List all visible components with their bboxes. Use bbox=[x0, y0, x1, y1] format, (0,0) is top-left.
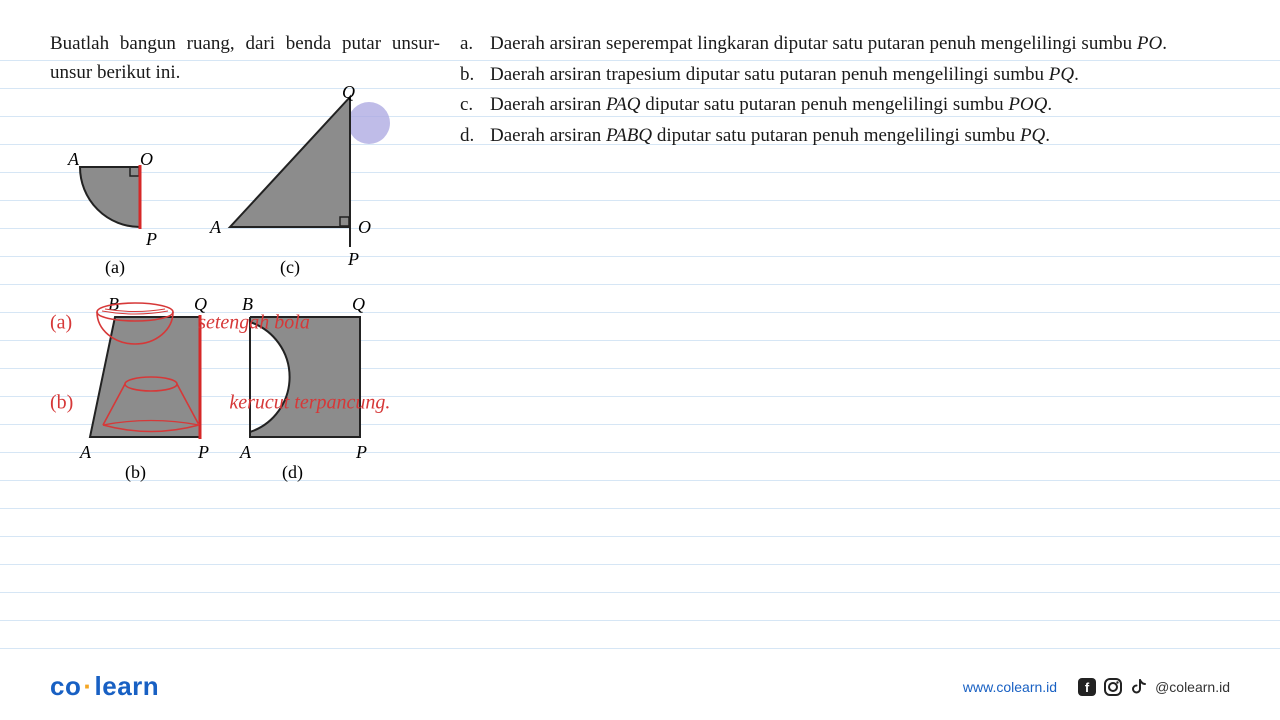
frustum-sketch-icon bbox=[91, 370, 211, 440]
vertex-d-P: P bbox=[356, 442, 367, 463]
option-letter: a. bbox=[460, 30, 490, 59]
vertex-c-O: O bbox=[358, 217, 371, 238]
option-letter: b. bbox=[460, 61, 490, 90]
option-c: c. Daerah arsiran PAQ diputar satu putar… bbox=[460, 91, 1230, 120]
footer: co·learn www.colearn.id f @colearn.id bbox=[50, 671, 1230, 702]
option-a: a. Daerah arsiran seperempat lingkaran d… bbox=[460, 30, 1230, 59]
option-letter: d. bbox=[460, 122, 490, 151]
vertex-c-Q: Q bbox=[342, 82, 355, 103]
vertex-a-P: P bbox=[146, 229, 157, 250]
question-stem: Buatlah bangun ruang, dari benda putar u… bbox=[50, 30, 440, 87]
vertex-a-O: O bbox=[140, 149, 153, 170]
option-text: Daerah arsiran PABQ diputar satu putaran… bbox=[490, 122, 1230, 151]
handwritten-answer-b: (b) kerucut terpancung. bbox=[50, 370, 550, 440]
options-list: a. Daerah arsiran seperempat lingkaran d… bbox=[460, 30, 1230, 150]
hw-text-b: kerucut terpancung. bbox=[229, 392, 390, 414]
svg-text:f: f bbox=[1085, 680, 1090, 695]
option-text: Daerah arsiran seperempat lingkaran dipu… bbox=[490, 30, 1230, 59]
vertex-b-A: A bbox=[80, 442, 91, 463]
hw-text-a: setengah bola bbox=[198, 312, 310, 334]
caption-c: (c) bbox=[280, 257, 300, 278]
vertex-c-P: P bbox=[348, 249, 359, 270]
option-letter: c. bbox=[460, 91, 490, 120]
hw-label-b: (b) bbox=[50, 392, 73, 414]
vertex-d-A: A bbox=[240, 442, 251, 463]
caption-d: (d) bbox=[282, 462, 303, 483]
tiktok-icon bbox=[1129, 677, 1149, 697]
vertex-a-A: A bbox=[68, 149, 79, 170]
option-d: d. Daerah arsiran PABQ diputar satu puta… bbox=[460, 122, 1230, 151]
hemisphere-sketch-icon bbox=[90, 300, 180, 350]
social-icons: f @colearn.id bbox=[1077, 677, 1230, 697]
caption-a: (a) bbox=[105, 257, 125, 278]
vertex-c-A: A bbox=[210, 217, 221, 238]
option-text: Daerah arsiran PAQ diputar satu putaran … bbox=[490, 91, 1230, 120]
caption-b: (b) bbox=[125, 462, 146, 483]
diagram-c bbox=[220, 87, 390, 277]
vertex-b-P: P bbox=[198, 442, 209, 463]
instagram-icon bbox=[1103, 677, 1123, 697]
option-b: b. Daerah arsiran trapesium diputar satu… bbox=[460, 61, 1230, 90]
facebook-icon: f bbox=[1077, 677, 1097, 697]
footer-handle: @colearn.id bbox=[1155, 679, 1230, 695]
footer-url: www.colearn.id bbox=[963, 679, 1057, 695]
option-text: Daerah arsiran trapesium diputar satu pu… bbox=[490, 61, 1230, 90]
handwritten-answer-a: (a) setengah bola bbox=[50, 300, 550, 350]
brand-logo: co·learn bbox=[50, 671, 159, 702]
hw-label-a: (a) bbox=[50, 312, 72, 334]
